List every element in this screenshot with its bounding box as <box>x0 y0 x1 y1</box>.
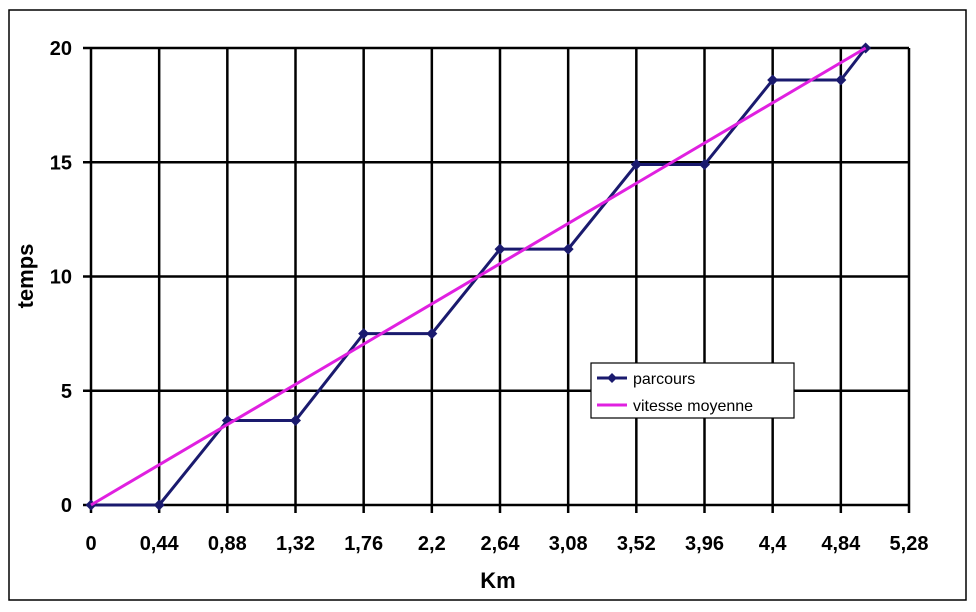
y-tick-label: 10 <box>50 267 72 289</box>
data-point <box>494 243 506 255</box>
data-point <box>426 328 438 340</box>
data-point <box>358 328 370 340</box>
data-point <box>630 159 642 171</box>
x-tick-label: 0,44 <box>140 533 180 555</box>
x-tick-label: 2,2 <box>418 533 446 555</box>
x-tick-label: 0 <box>85 533 96 555</box>
data-point <box>290 414 301 426</box>
x-tick-label: 3,52 <box>617 533 656 555</box>
data-point <box>562 243 574 255</box>
data-point <box>699 159 710 171</box>
data-point <box>835 74 847 86</box>
data-point <box>767 74 779 86</box>
y-tick-label: 5 <box>61 381 72 403</box>
chart-border <box>8 9 967 601</box>
series-line-vitesse-moyenne <box>90 46 867 507</box>
y-tick-label: 15 <box>50 152 72 174</box>
y-tick-label: 20 <box>50 38 72 60</box>
y-tick-labels: 0 5 10 15 20 <box>50 38 72 517</box>
x-tick-label: 0,88 <box>208 533 247 555</box>
legend-marker <box>607 373 617 383</box>
x-tick-labels: 0 0,44 0,88 1,32 1,76 2,2 2,64 3,08 3,52 3,96 4,4 4… <box>85 533 928 555</box>
x-tick-label: 3,96 <box>685 533 724 555</box>
y-tick-label: 0 <box>61 495 72 517</box>
x-axis-title: Km <box>480 568 515 593</box>
y-axis-title: temps <box>13 244 38 309</box>
legend-box <box>590 362 795 419</box>
grid-lines <box>83 46 911 513</box>
legend-label: parcours <box>633 371 695 388</box>
x-tick-label: 4,4 <box>759 533 788 555</box>
legend-label: vitesse moyenne <box>633 398 753 415</box>
legend: parcours vitesse moyenne <box>590 362 795 419</box>
x-tick-label: 3,08 <box>549 533 588 555</box>
x-tick-label: 2,64 <box>481 533 521 555</box>
x-tick-label: 1,32 <box>276 533 315 555</box>
data-point <box>153 499 165 511</box>
x-tick-label: 4,84 <box>821 533 861 555</box>
x-tick-label: 1,76 <box>344 533 383 555</box>
series-lines <box>85 42 872 511</box>
x-tick-label: 5,28 <box>890 533 929 555</box>
